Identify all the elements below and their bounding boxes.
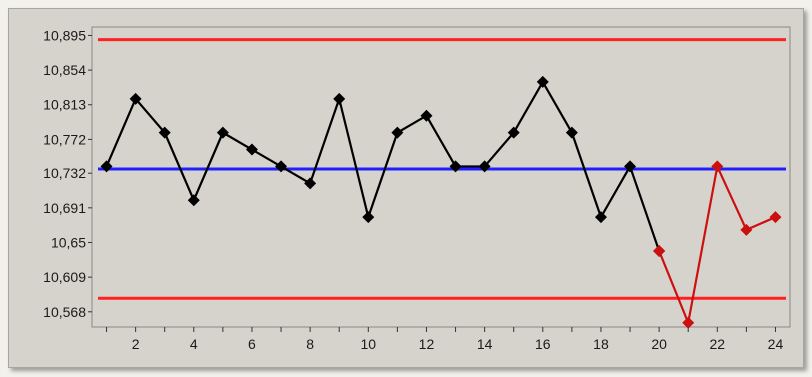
y-tick-label: 10,854 <box>43 62 86 78</box>
x-tick-label: 18 <box>593 336 609 352</box>
chart: 10,895 10,854 10,813 10,772 10,732 10,691 10,6… <box>43 26 791 352</box>
data-point <box>158 126 171 139</box>
data-point <box>391 126 404 139</box>
data-point <box>478 160 491 173</box>
y-tick-label: 10,813 <box>43 97 86 113</box>
data-point <box>740 223 753 236</box>
y-tick-label: 10,65 <box>51 234 86 250</box>
x-tick-label: 16 <box>535 336 551 352</box>
data-point <box>100 160 113 173</box>
x-tick-label: 24 <box>768 336 784 352</box>
data-point <box>449 160 462 173</box>
series-line-0 <box>105 79 661 252</box>
y-tick-label: 10,609 <box>43 269 86 285</box>
x-tick-label: 2 <box>132 336 140 352</box>
y-tick-label: 10,895 <box>43 27 86 43</box>
data-point <box>275 160 288 173</box>
x-tick-label: 8 <box>306 336 314 352</box>
data-point <box>682 316 695 329</box>
x-tick-label: 6 <box>248 336 256 352</box>
data-point <box>362 211 375 224</box>
y-tick-label: 10,732 <box>43 165 86 181</box>
data-point <box>304 177 317 190</box>
data-point <box>653 244 666 257</box>
data-point <box>594 211 607 224</box>
x-tick-label: 10 <box>361 336 377 352</box>
data-point <box>624 160 637 173</box>
chart-frame: 10,895 10,854 10,813 10,772 10,732 10,691 10,6… <box>8 8 804 368</box>
y-tick-label: 10,691 <box>43 200 86 216</box>
data-point <box>245 143 258 156</box>
y-tick-label: 10,772 <box>43 131 86 147</box>
data-point <box>769 211 782 224</box>
data-point <box>711 160 724 173</box>
plot-area <box>91 26 791 328</box>
data-point <box>333 92 346 105</box>
x-tick-label: 12 <box>419 336 435 352</box>
x-tick-label: 22 <box>710 336 726 352</box>
data-point <box>536 75 549 88</box>
data-point <box>565 126 578 139</box>
data-point <box>129 92 142 105</box>
data-point <box>507 126 520 139</box>
data-point <box>420 109 433 122</box>
x-tick-label: 14 <box>477 336 493 352</box>
data-point <box>216 126 229 139</box>
data-point <box>187 194 200 207</box>
x-tick-label: 20 <box>651 336 667 352</box>
x-tick-label: 4 <box>190 336 198 352</box>
y-tick-label: 10,568 <box>43 304 86 320</box>
